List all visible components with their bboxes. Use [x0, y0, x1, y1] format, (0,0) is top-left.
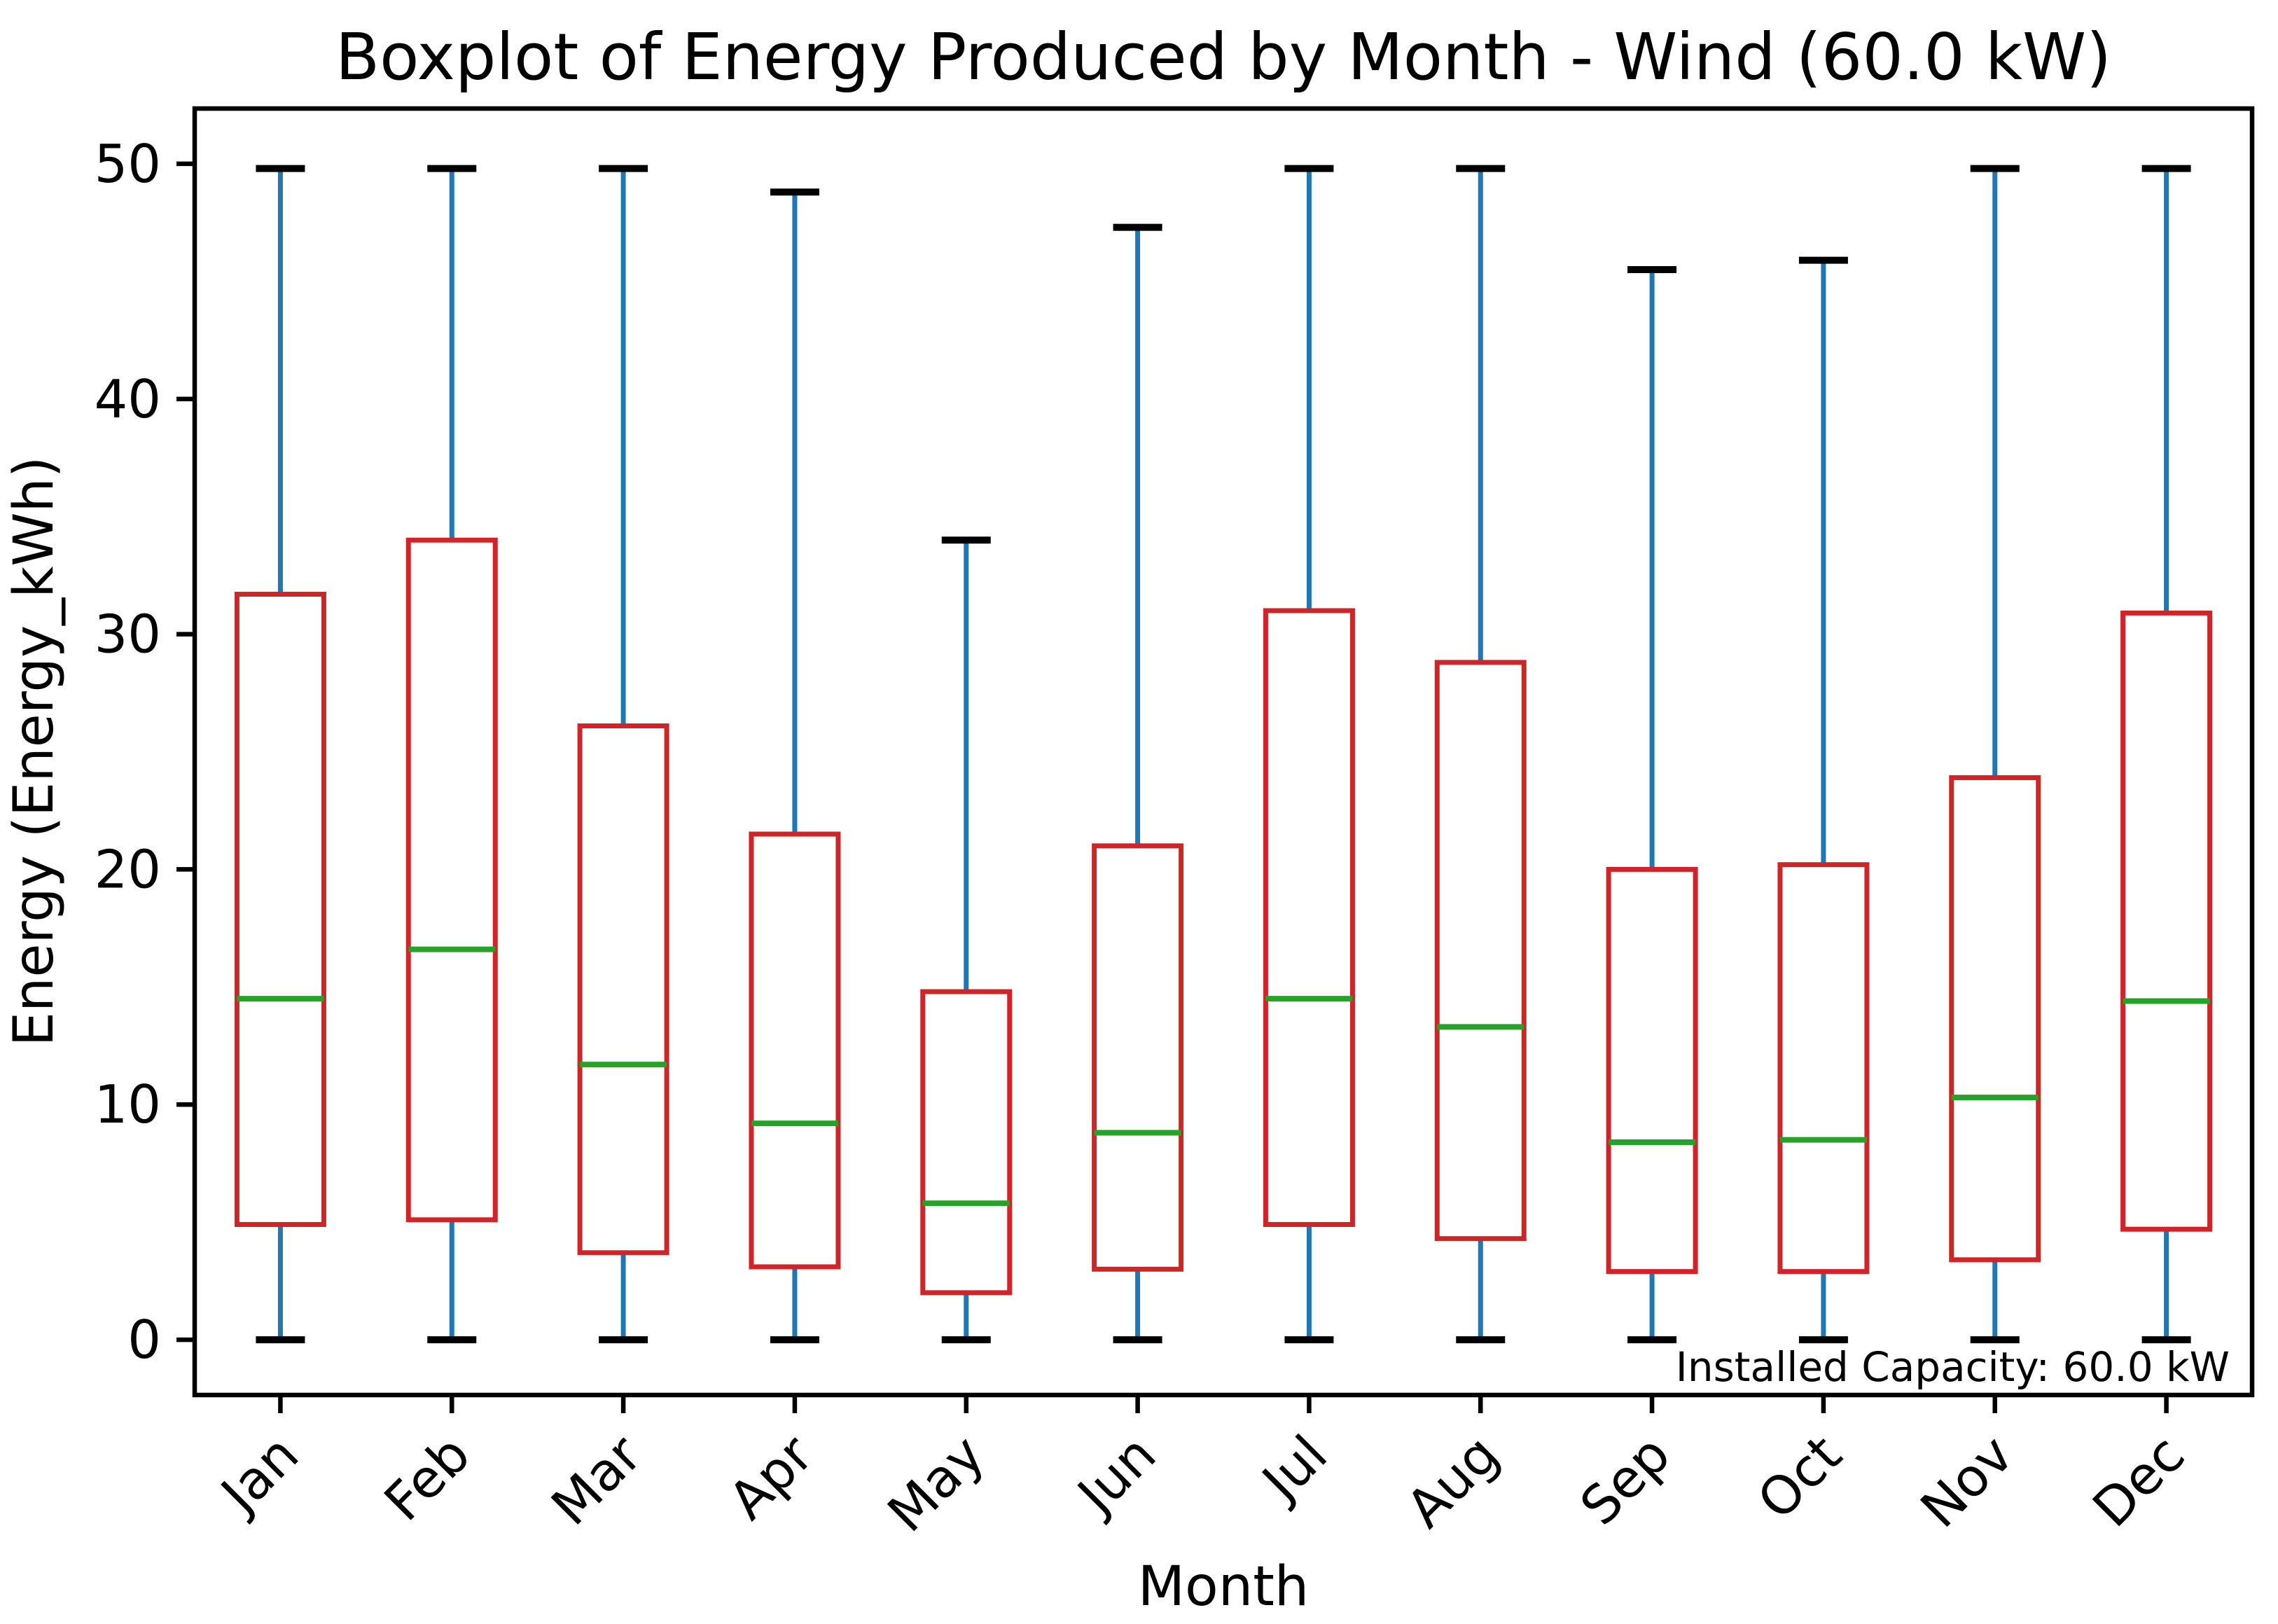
x-axis-label: Month — [1138, 1555, 1309, 1618]
box-dec — [2120, 610, 2213, 1232]
box-jun — [1092, 843, 1184, 1272]
y-tick-label-40: 40 — [95, 368, 161, 430]
box-jul — [1263, 608, 1355, 1228]
x-tick-label-jan: Jan — [207, 1424, 310, 1527]
y-tick-label-50: 50 — [95, 133, 161, 195]
y-tick-label-10: 10 — [95, 1074, 161, 1135]
box-feb — [405, 537, 498, 1223]
y-axis-label: Energy (Energy_kWh) — [3, 457, 66, 1047]
x-tick-label-nov: Nov — [1909, 1424, 2025, 1540]
y-tick-label-0: 0 — [127, 1309, 161, 1370]
x-tick-label-jul: Jul — [1249, 1424, 1339, 1514]
box-nov — [1949, 775, 2041, 1263]
box-mar — [577, 723, 669, 1256]
x-tick-label-jun: Jun — [1064, 1424, 1167, 1527]
installed-capacity-annotation: Installed Capacity: 60.0 kW — [1676, 1343, 2230, 1391]
x-tick-label-may: May — [876, 1424, 996, 1544]
chart-title: Boxplot of Energy Produced by Month - Wi… — [335, 20, 2111, 95]
box-apr — [749, 831, 841, 1270]
box-may — [920, 989, 1013, 1296]
x-tick-label-dec: Dec — [2081, 1424, 2196, 1539]
x-tick-label-mar: Mar — [540, 1423, 653, 1536]
x-tick-label-oct: Oct — [1746, 1424, 1854, 1532]
y-tick-label-20: 20 — [95, 838, 161, 900]
box-sep — [1606, 866, 1698, 1275]
box-aug — [1434, 660, 1527, 1242]
box-oct — [1777, 862, 1870, 1275]
x-tick-label-aug: Aug — [1394, 1424, 1510, 1540]
x-tick-label-feb: Feb — [373, 1424, 482, 1533]
boxes-layer — [234, 165, 2213, 1344]
y-tick-label-30: 30 — [95, 604, 161, 665]
box-jan — [234, 591, 326, 1228]
plot-frame — [192, 106, 2255, 1398]
x-tick-label-apr: Apr — [717, 1423, 825, 1531]
x-tick-label-sep: Sep — [1569, 1424, 1682, 1537]
